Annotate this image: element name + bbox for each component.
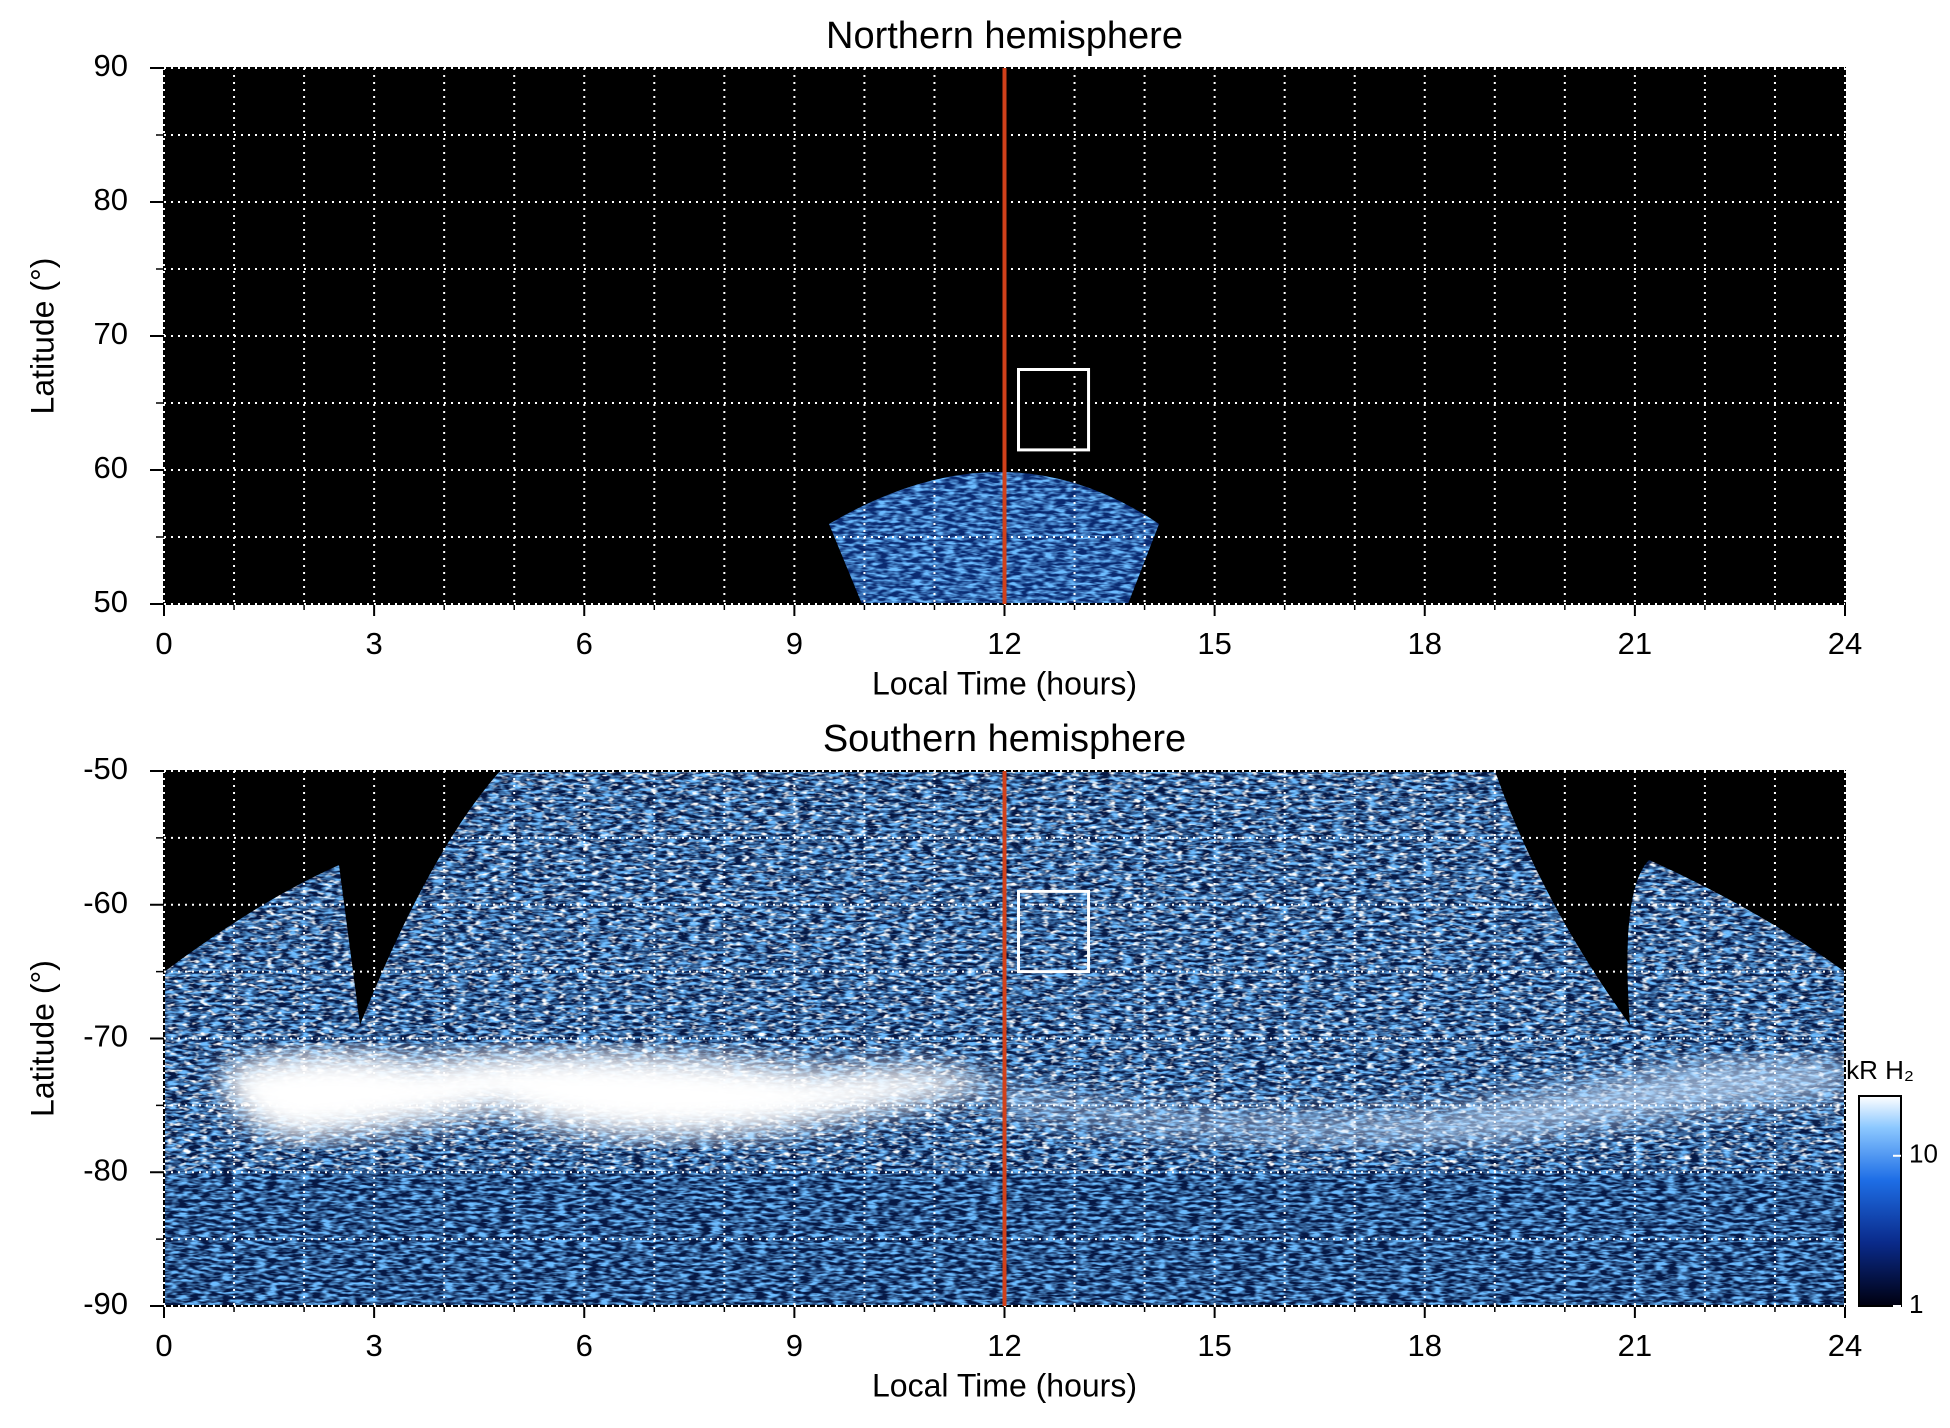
x-tick-label: 15 [1197,1328,1231,1363]
x-tick-label: 0 [155,1328,172,1363]
y-tick-label: -80 [83,1152,128,1187]
x-tick-label: 12 [987,626,1021,661]
x-tick-label: 21 [1618,1328,1652,1363]
x-tick-label: 24 [1828,626,1862,661]
y-axis-label: Latitude (°) [24,258,60,415]
panel-title: Southern hemisphere [823,718,1186,760]
colorbar [1858,1095,1902,1307]
x-tick-label: 18 [1408,1328,1442,1363]
x-tick-label: 9 [786,626,803,661]
colorbar-label: kR H₂ [1846,1055,1914,1085]
x-tick-label: 15 [1197,626,1231,661]
y-tick-label: 60 [94,450,128,485]
y-tick-label: -70 [83,1019,128,1054]
x-tick-label: 24 [1828,1328,1862,1363]
auroral-oval [990,1060,1845,1142]
y-tick-label: -60 [83,885,128,920]
y-tick-label: -50 [83,751,128,786]
panel-title: Northern hemisphere [826,15,1183,57]
x-tick-label: 0 [155,626,172,661]
region-box [1017,889,1091,974]
y-tick-label: 90 [94,48,128,83]
colorbar-tick-label: 10 [1909,1139,1938,1169]
y-axis-label: Latitude (°) [24,960,60,1117]
auroral-oval [220,1052,1000,1140]
x-tick-label: 12 [987,1328,1021,1363]
x-tick-label: 6 [576,1328,593,1363]
x-axis-label: Local Time (hours) [872,665,1137,701]
x-tick-label: 18 [1408,626,1442,661]
x-tick-label: 6 [576,626,593,661]
x-tick-label: 21 [1618,626,1652,661]
y-tick-label: 70 [94,316,128,351]
region-box [1017,368,1091,452]
x-tick-label: 9 [786,1328,803,1363]
colorbar-tick-label: 1 [1909,1289,1923,1319]
y-tick-label: 50 [94,584,128,619]
x-tick-label: 3 [366,626,383,661]
x-axis-label: Local Time (hours) [872,1367,1137,1403]
x-tick-label: 3 [366,1328,383,1363]
y-tick-label: 80 [94,182,128,217]
y-tick-label: -90 [83,1286,128,1321]
